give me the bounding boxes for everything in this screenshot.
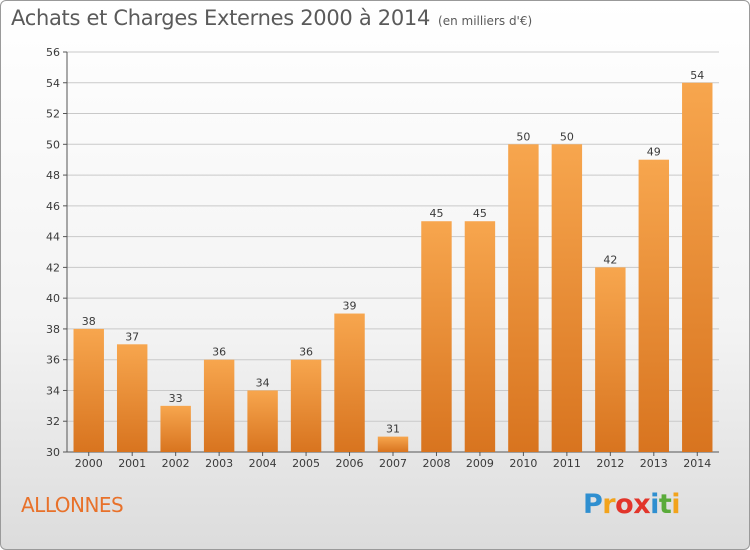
y-tick-label: 44 xyxy=(46,231,60,244)
y-tick-label: 46 xyxy=(46,200,60,213)
x-tick-label: 2003 xyxy=(205,457,233,470)
data-label: 39 xyxy=(343,300,357,313)
bar xyxy=(682,82,713,453)
data-label: 34 xyxy=(256,376,270,389)
y-tick-label: 40 xyxy=(46,292,60,305)
x-tick-label: 2006 xyxy=(336,457,364,470)
bar xyxy=(595,267,626,452)
x-tick-label: 2002 xyxy=(162,457,190,470)
logo-letter: x xyxy=(633,489,651,520)
logo-letter: r xyxy=(602,489,616,520)
bar xyxy=(551,144,583,453)
y-tick-label: 36 xyxy=(46,354,60,367)
y-tick-label: 38 xyxy=(46,323,60,336)
logo-letter: i xyxy=(650,489,659,520)
y-tick-label: 42 xyxy=(46,261,60,274)
bar xyxy=(290,359,322,452)
x-tick-label: 2010 xyxy=(509,457,537,470)
bar xyxy=(334,313,365,452)
chart-subtitle: (en milliers d'€) xyxy=(438,14,533,28)
y-tick-label: 30 xyxy=(46,446,60,459)
data-label: 36 xyxy=(299,346,313,359)
x-tick-label: 2013 xyxy=(640,457,668,470)
y-tick-label: 48 xyxy=(46,169,60,182)
bar xyxy=(247,390,278,452)
data-label: 37 xyxy=(125,330,139,343)
bar xyxy=(160,405,191,452)
data-label: 42 xyxy=(603,253,617,266)
title-text: Achats et Charges Externes 2000 à 2014 xyxy=(11,6,431,30)
bar xyxy=(638,159,670,452)
chart-title: Achats et Charges Externes 2000 à 2014 (e… xyxy=(11,6,532,30)
x-tick-label: 2001 xyxy=(118,457,146,470)
logo-letter: P xyxy=(583,489,603,520)
data-label: 50 xyxy=(516,130,530,143)
data-label: 45 xyxy=(429,207,443,220)
data-label: 36 xyxy=(212,346,226,359)
proxiti-logo: Proxiti xyxy=(583,489,681,520)
bar xyxy=(73,328,104,452)
bar xyxy=(508,144,539,453)
bar xyxy=(421,221,452,452)
x-tick-label: 2008 xyxy=(422,457,450,470)
y-tick-label: 52 xyxy=(46,108,60,121)
logo-letter: i xyxy=(671,489,681,520)
bar xyxy=(116,344,148,452)
logo-letter: o xyxy=(615,489,634,520)
x-tick-label: 2009 xyxy=(466,457,494,470)
x-tick-label: 2014 xyxy=(683,457,711,470)
logo-letter: t xyxy=(658,489,672,520)
bar xyxy=(377,436,409,452)
data-label: 45 xyxy=(473,207,487,220)
data-label: 31 xyxy=(386,423,400,436)
y-tick-label: 50 xyxy=(46,138,60,151)
y-tick-label: 54 xyxy=(46,77,60,90)
bar xyxy=(203,359,235,452)
y-tick-label: 34 xyxy=(46,384,60,397)
y-tick-label: 32 xyxy=(46,415,60,428)
x-tick-label: 2005 xyxy=(292,457,320,470)
x-tick-label: 2012 xyxy=(596,457,624,470)
data-label: 38 xyxy=(82,315,96,328)
x-tick-label: 2004 xyxy=(249,457,277,470)
bar xyxy=(464,221,496,452)
data-label: 49 xyxy=(647,146,661,159)
data-label: 33 xyxy=(169,392,183,405)
data-label: 54 xyxy=(690,69,704,82)
x-tick-label: 2007 xyxy=(379,457,407,470)
data-label: 50 xyxy=(560,130,574,143)
commune-name: ALLONNES xyxy=(21,493,124,517)
y-tick-label: 56 xyxy=(46,46,60,59)
x-tick-label: 2011 xyxy=(553,457,581,470)
x-tick-label: 2000 xyxy=(75,457,103,470)
